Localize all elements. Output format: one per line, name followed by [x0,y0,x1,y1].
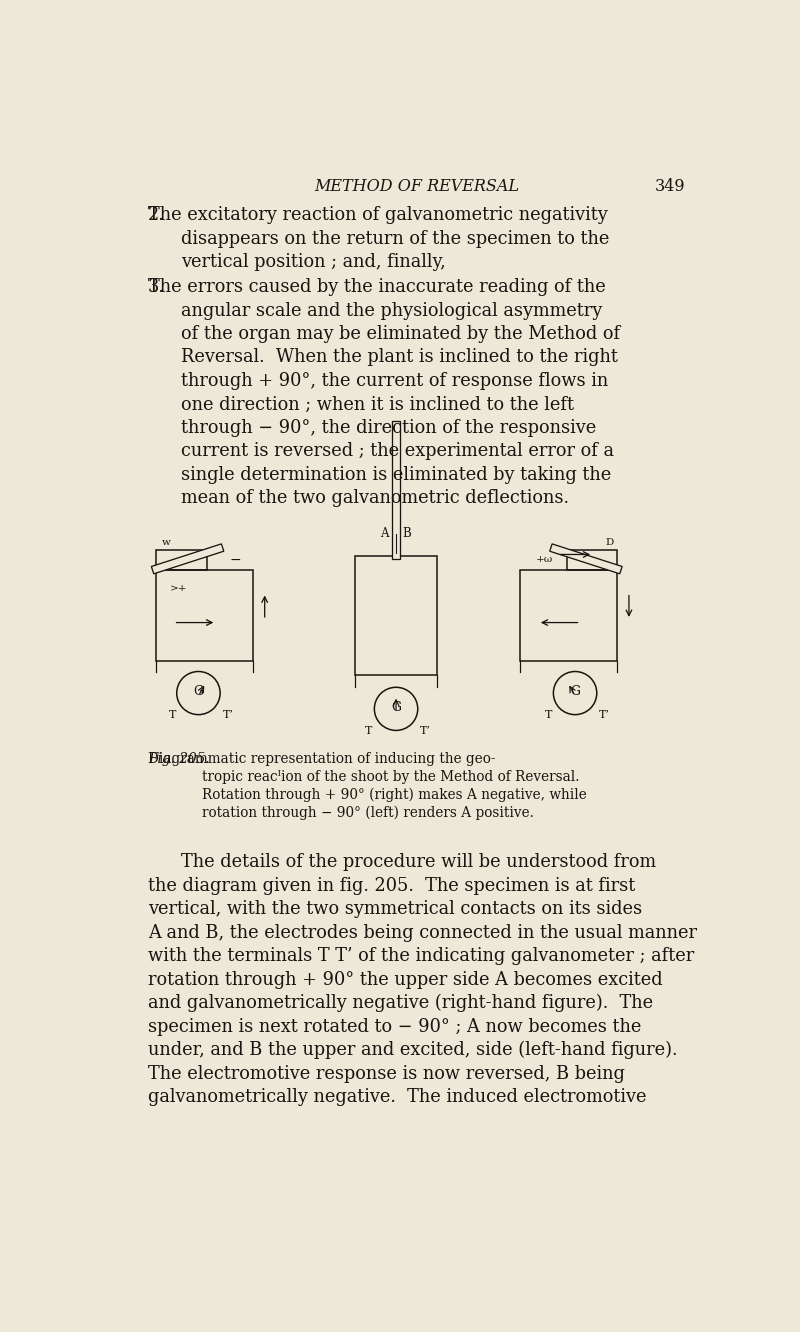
Text: G: G [570,685,580,698]
Text: and galvanometrically negative (right-hand figure).  The: and galvanometrically negative (right-ha… [148,994,653,1012]
Bar [156,550,206,570]
Text: The details of the procedure will be understood from: The details of the procedure will be und… [182,854,657,871]
Text: 2.: 2. [148,206,165,224]
Text: T’: T’ [420,726,431,735]
Text: under, and B the upper and excited, side (left-hand figure).: under, and B the upper and excited, side… [148,1042,678,1059]
Text: T’: T’ [222,710,234,721]
Text: A: A [380,527,389,541]
Text: the diagram given in fig. 205.  The specimen is at first: the diagram given in fig. 205. The speci… [148,876,635,895]
Text: specimen is next rotated to − 90° ; A now becomes the: specimen is next rotated to − 90° ; A no… [148,1018,642,1035]
Text: tropic reacᴵion of the shoot by the Method of Reversal.: tropic reacᴵion of the shoot by the Meth… [202,770,580,783]
Text: 349: 349 [654,178,685,196]
Polygon shape [151,543,224,574]
Circle shape [177,671,220,715]
Text: A and B, the electrodes being connected in the usual manner: A and B, the electrodes being connected … [148,923,697,942]
Circle shape [554,671,597,715]
Text: with the terminals T T’ of the indicating galvanometer ; after: with the terminals T T’ of the indicatin… [148,947,694,966]
Text: vertical position ; and, finally,: vertical position ; and, finally, [182,253,446,270]
Text: Rotation through + 90° (right) makes Α negative, while: Rotation through + 90° (right) makes Α n… [202,787,587,802]
Text: Diagrammatic representation of inducing the geo-: Diagrammatic representation of inducing … [148,751,495,766]
Text: current is reversed ; the experimental error of a: current is reversed ; the experimental e… [182,442,614,461]
Text: of the organ may be eliminated by the Method of: of the organ may be eliminated by the Me… [182,325,621,344]
Text: Reversal.  When the plant is inclined to the right: Reversal. When the plant is inclined to … [182,349,618,366]
Text: rotation through + 90° the upper side A becomes excited: rotation through + 90° the upper side A … [148,971,662,988]
Text: T’: T’ [599,710,610,721]
Text: The electromotive response is now reversed, B being: The electromotive response is now revers… [148,1064,625,1083]
Polygon shape [550,543,622,574]
Text: −: − [230,553,242,567]
Text: disappears on the return of the specimen to the: disappears on the return of the specimen… [182,229,610,248]
Text: B: B [402,527,411,541]
Text: angular scale and the physiological asymmetry: angular scale and the physiological asym… [182,301,602,320]
Text: through + 90°, the current of response flows in: through + 90°, the current of response f… [182,372,609,390]
Bar [521,570,618,661]
Text: G: G [194,685,203,698]
Text: one direction ; when it is inclined to the left: one direction ; when it is inclined to t… [182,396,574,413]
Text: through − 90°, the direction of the responsive: through − 90°, the direction of the resp… [182,420,597,437]
Text: Fig. 205.: Fig. 205. [148,751,210,766]
Text: The excitatory reaction of galvanometric negativity: The excitatory reaction of galvanometric… [148,206,608,224]
Text: T: T [366,726,373,735]
Text: rotation through − 90° (left) renders Α positive.: rotation through − 90° (left) renders Α … [202,806,534,821]
Circle shape [374,687,418,730]
Text: T: T [545,710,553,721]
Text: METHOD OF REVERSAL: METHOD OF REVERSAL [314,178,519,196]
Text: mean of the two galvanometric deflections.: mean of the two galvanometric deflection… [182,489,570,507]
Text: single determination is eliminated by taking the: single determination is eliminated by ta… [182,466,612,484]
Text: The errors caused by the inaccurate reading of the: The errors caused by the inaccurate read… [148,278,606,296]
Bar [392,421,400,559]
Bar [355,555,437,675]
Bar [156,570,253,661]
Text: D: D [605,538,614,546]
Text: galvanometrically negative.  The induced electromotive: galvanometrically negative. The induced … [148,1088,646,1106]
Text: T: T [168,710,176,721]
Bar [567,550,618,570]
Text: vertical, with the two symmetrical contacts on its sides: vertical, with the two symmetrical conta… [148,900,642,918]
Text: 3.: 3. [148,278,165,296]
Text: G: G [391,701,401,714]
Text: +ω: +ω [536,555,554,565]
Text: w: w [162,538,170,546]
Text: >+: >+ [170,583,188,593]
